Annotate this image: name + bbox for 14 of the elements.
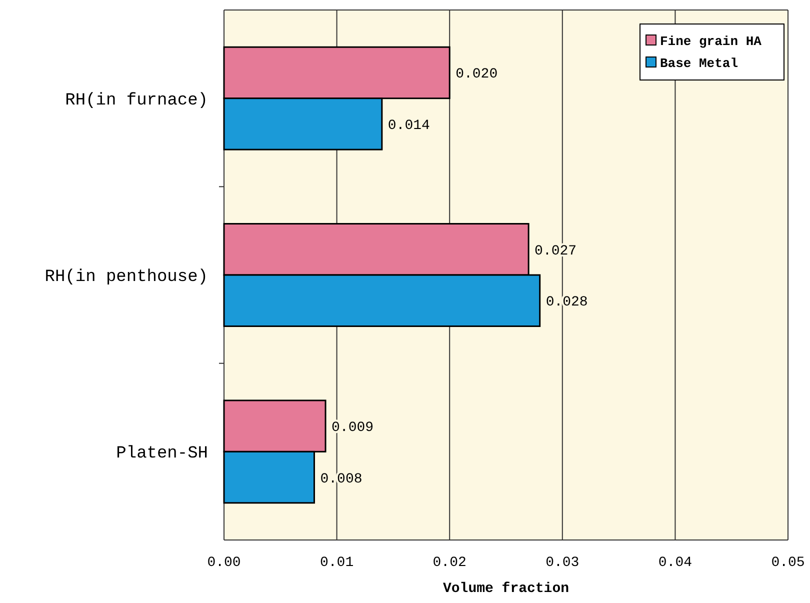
x-tick-label: 0.01 [320, 555, 354, 571]
y-tick-label: RH(in penthouse) [44, 268, 208, 287]
text: 0.014 [388, 118, 430, 134]
legend-label: Base Metal [660, 56, 738, 71]
legend-label: Fine grain HA [660, 34, 762, 49]
x-tick-label: 0.00 [207, 555, 241, 571]
x-tick-label: 0.05 [771, 555, 805, 571]
x-axis-title: Volume fraction [442, 581, 570, 597]
x-tick-label: 0.03 [546, 555, 580, 571]
x-tick-label: 0.04 [658, 555, 692, 571]
x-tick-label: 0.02 [432, 555, 466, 571]
y-tick-label: Platen-SH [116, 444, 208, 464]
text: 0.020 [456, 66, 498, 83]
y-tick-label: RH(in furnace) [65, 91, 208, 110]
